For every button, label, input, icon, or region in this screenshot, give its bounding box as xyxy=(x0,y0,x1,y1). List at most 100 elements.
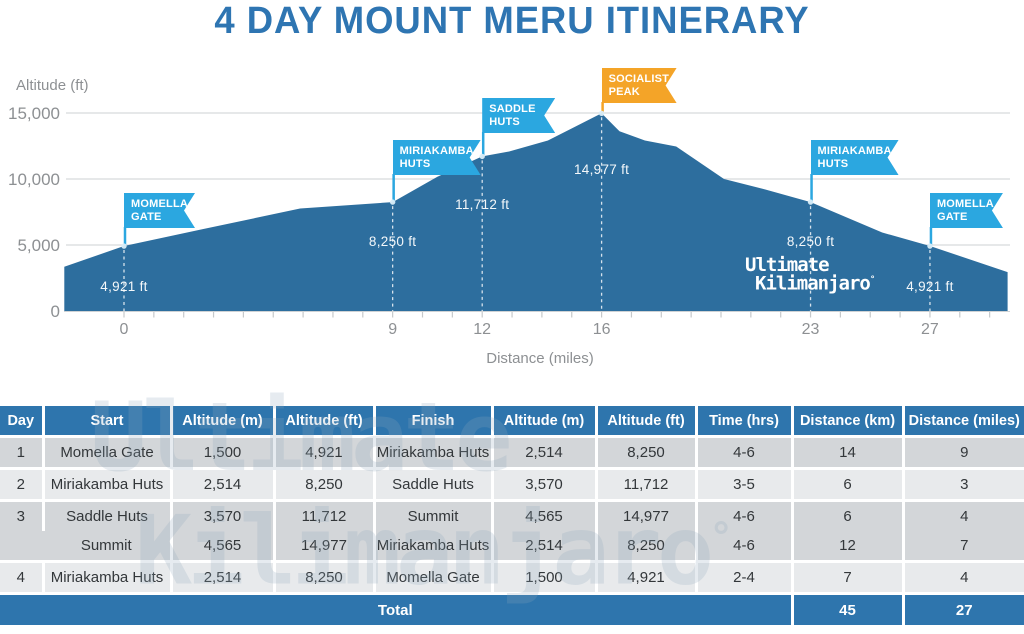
table-cell: 9 xyxy=(901,435,1024,469)
table-cell: 2,514 xyxy=(169,467,274,501)
header-cell-finish: Finish xyxy=(372,406,492,437)
header-cell-altitude-m: Altitude (m) xyxy=(169,406,274,437)
station-altitude-label: 11,712 ft xyxy=(455,197,510,213)
station-dot xyxy=(389,199,396,205)
table-cell: Momella Gate xyxy=(372,560,492,594)
station-altitude-label: 8,250 ft xyxy=(368,234,417,250)
station-flag-miriakamba-huts: MIRIAKAMBA HUTS xyxy=(393,140,481,175)
station-flag-momella-gate: MOMELLA GATE xyxy=(124,193,195,228)
table-cell: 4,921 xyxy=(594,560,696,594)
station-flag-saddle-huts: SADDLE HUTS xyxy=(482,98,555,133)
table-cell: 14,977 xyxy=(272,531,374,562)
x-tick-label: 27 xyxy=(921,321,939,338)
header-cell-altitude-m: Altitude (m) xyxy=(490,406,596,437)
table-cell: 6 xyxy=(790,499,903,531)
table-cell: Summit xyxy=(372,499,492,531)
table-cell: 3-5 xyxy=(694,467,792,501)
table-cell: 4-6 xyxy=(694,435,792,469)
header-cell-time-hrs: Time (hrs) xyxy=(694,406,792,437)
day-cell: 2 xyxy=(0,467,43,501)
day-cell: 4 xyxy=(0,560,43,594)
table-cell: 12 xyxy=(790,531,903,562)
table-cell: Miriakamba Huts xyxy=(372,531,492,562)
table-cell: 4-6 xyxy=(694,531,792,562)
station-altitude-label: 4,921 ft xyxy=(906,279,954,295)
brand-mark: ° xyxy=(869,275,876,285)
page-title: 4 DAY MOUNT MERU ITINERARY xyxy=(214,0,810,42)
table-cell: 3,570 xyxy=(490,467,596,501)
station-altitude-label: 8,250 ft xyxy=(786,234,835,250)
y-tick-label: 10,000 xyxy=(8,170,60,189)
header-cell-altitude-ft: Altitude (ft) xyxy=(594,406,696,437)
header-cell-distance-miles: Distance (miles) xyxy=(901,406,1024,437)
x-tick-label: 0 xyxy=(119,321,129,338)
total-distance-miles: 27 xyxy=(901,592,1024,625)
total-row: Total 45 27 xyxy=(0,592,1024,625)
elevation-chart: Altitude (ft) Distance (miles) 0 5,000 10,… xyxy=(8,0,1010,367)
table-cell: 14 xyxy=(790,435,903,469)
table-cell: 8,250 xyxy=(272,467,374,501)
table-cell: 1,500 xyxy=(169,435,274,469)
x-axis-title: Distance (miles) xyxy=(486,350,594,367)
table-cell: 7 xyxy=(790,560,903,594)
table-row-day-4: 4 Miriakamba Huts 2,514 8,250 Momella Gate 1,… xyxy=(0,560,1024,594)
elevation-area xyxy=(64,113,1008,311)
table-row-day-cont: Summit 4,565 14,977 Miriakamba Huts 2,514 8,2… xyxy=(0,531,1024,562)
table-cell: Saddle Huts xyxy=(372,467,492,501)
day-cell: 1 xyxy=(0,435,43,469)
y-tick-label: 15,000 xyxy=(8,104,60,123)
table-row-day-1: 1 Momella Gate 1,500 4,921 Miriakamba Huts 2,… xyxy=(0,435,1024,469)
table-cell: 2,514 xyxy=(490,435,596,469)
table-row-day-3: 3 Saddle Huts 3,570 11,712 Summit 4,565 14,977… xyxy=(0,499,1024,562)
header-cell-altitude-ft: Altitude (ft) xyxy=(272,406,374,437)
station-flag-miriakamba-huts-2: MIRIAKAMBA HUTS xyxy=(811,140,899,175)
station-dot xyxy=(927,243,933,249)
x-tick-label: 23 xyxy=(801,321,820,338)
table-cell: 2-4 xyxy=(694,560,792,594)
brand-line-1: Ultimate xyxy=(745,254,830,276)
table-cell: 4-6 xyxy=(694,499,792,531)
table-cell: 11,712 xyxy=(594,467,696,501)
table-cell: 4,565 xyxy=(169,531,274,562)
table-row-day-2: 2 Miriakamba Huts 2,514 8,250 Saddle Huts 3,5… xyxy=(0,467,1024,501)
station-flag-momella-gate-2: MOMELLA GATE xyxy=(930,193,1003,228)
table-cell: Miriakamba Huts xyxy=(372,435,492,469)
header-cell-distance-km: Distance (km) xyxy=(790,406,903,437)
brand-logo: Ultimate Kilimanjaro° xyxy=(745,254,876,295)
table-cell: 2,514 xyxy=(169,560,274,594)
station-dot xyxy=(598,110,605,117)
table-cell: 3 xyxy=(901,467,1024,501)
total-label: Total xyxy=(0,592,792,625)
station-dot xyxy=(479,153,485,160)
table-cell: 6 xyxy=(790,467,903,501)
itinerary-table: Day Start Altitude (m) Altitude (ft) Finish A… xyxy=(0,406,1024,625)
table-cell: 7 xyxy=(901,531,1024,562)
table-cell: 4 xyxy=(901,560,1024,594)
table-cell: 8,250 xyxy=(272,560,374,594)
table-cell: 8,250 xyxy=(594,435,696,469)
x-tick-label: 12 xyxy=(473,321,492,338)
table-cell: 4,921 xyxy=(272,435,374,469)
station-dot xyxy=(807,199,814,205)
x-tick-label: 9 xyxy=(388,321,398,338)
day-cell: 3 xyxy=(0,499,43,562)
y-tick-label: 5,000 xyxy=(17,236,60,255)
x-tick-label: 16 xyxy=(592,321,611,338)
table-cell: 1,500 xyxy=(490,560,596,594)
station-flag-socialist-peak: SOCIALIST PEAK xyxy=(602,68,677,103)
table-header-row: Day Start Altitude (m) Altitude (ft) Finish A… xyxy=(0,406,1024,437)
table-cell: 3,570 xyxy=(169,499,274,531)
table-cell: 4,565 xyxy=(490,499,596,531)
table-cell: 11,712 xyxy=(272,499,374,531)
table-cell: Miriakamba Huts xyxy=(41,467,171,501)
total-distance-km: 45 xyxy=(790,592,903,625)
table-cell: 14,977 xyxy=(594,499,696,531)
station-dot xyxy=(121,243,127,249)
y-axis-title: Altitude (ft) xyxy=(16,77,89,94)
table-cell: Miriakamba Huts xyxy=(41,560,171,594)
table-cell: Summit xyxy=(43,531,171,562)
table-cell: Saddle Huts xyxy=(41,499,171,531)
brand-line-2: Kilimanjaro° xyxy=(755,272,876,295)
table-cell: 4 xyxy=(901,499,1024,531)
